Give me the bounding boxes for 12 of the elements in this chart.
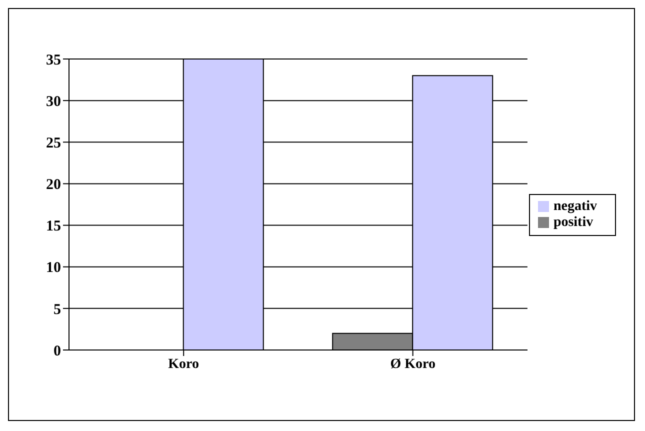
y-tick-label: 0 — [54, 343, 61, 360]
legend-label: negativ — [553, 198, 597, 214]
y-tick-label: 35 — [46, 52, 61, 68]
x-tick-label: Koro — [168, 356, 200, 372]
legend-label: positiv — [553, 214, 594, 230]
y-tick-label: 15 — [46, 218, 61, 235]
y-tick-label: 30 — [46, 94, 61, 110]
y-tick-label: 25 — [46, 135, 61, 152]
y-tick-label: 20 — [46, 177, 61, 194]
x-tick-label: Ø Koro — [390, 356, 436, 372]
y-tick-label: 10 — [46, 260, 61, 276]
y-tick-label: 5 — [54, 302, 61, 318]
